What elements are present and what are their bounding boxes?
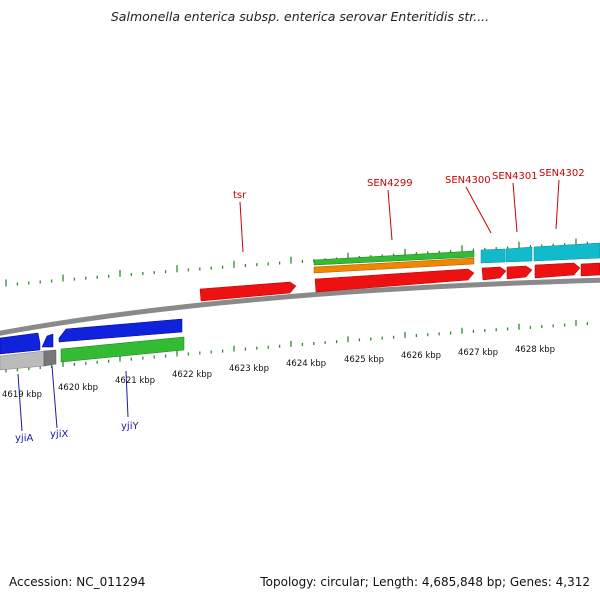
leader-yjia [17,373,23,432]
forward-features [199,242,600,302]
gene-gray-feature[interactable] [0,350,45,371]
leader-sen4299 [387,189,393,241]
gene-sen4301[interactable] [506,265,533,280]
leader-sen4302 [555,179,560,230]
gene-label[interactable]: yjiX [50,429,68,440]
gene-blue-yjiY[interactable] [58,318,183,343]
gene-tsr[interactable] [199,281,297,302]
leader-tsr [239,201,244,253]
gene-sen4302[interactable] [534,262,581,279]
gene-cyan-2[interactable] [505,246,533,263]
genome-summary-text: Topology: circular; Length: 4,685,848 bp… [260,575,590,589]
gene-green-feature[interactable] [313,250,475,266]
position-label: 4623 kbp [229,364,269,374]
position-label: 4624 kbp [286,359,326,369]
gene-label[interactable]: tsr [233,190,247,201]
gene-label[interactable]: SEN4302 [539,168,585,179]
gene-label[interactable]: SEN4300 [445,175,491,186]
genome-backbone [0,277,600,336]
position-label: 4627 kbp [458,348,498,358]
position-label: 4628 kbp [515,345,555,355]
leader-sen4301 [512,182,518,233]
leader-sen4300 [465,186,492,234]
gene-blue-yjiX[interactable] [41,333,54,348]
position-labels: 4619 kbp 4620 kbp 4621 kbp 4622 kbp 4623… [2,345,555,400]
position-label: 4622 kbp [172,370,212,380]
gene-label[interactable]: yjiY [121,421,139,432]
position-label: 4620 kbp [58,383,98,393]
gene-sen4300[interactable] [481,266,507,281]
accession-text: Accession: NC_011294 [9,575,146,589]
outer-tick-row [5,238,589,287]
position-label: 4619 kbp [2,390,42,400]
gene-label[interactable]: SEN4299 [367,178,413,189]
gene-blue-yjiA[interactable] [0,332,41,355]
leader-yjix [51,365,58,429]
gene-darkgray-feature[interactable] [43,349,57,367]
gene-cyan-1[interactable] [480,248,506,264]
gene-cyan-3[interactable] [533,242,600,262]
label-leaders [17,179,560,432]
position-label: 4621 kbp [115,376,155,386]
map-title: Salmonella enterica subsp. enterica sero… [110,9,490,24]
leader-yjiy [125,370,129,418]
inner-tick-row [5,319,589,373]
position-label: 4625 kbp [344,355,384,365]
reverse-features [0,318,185,371]
gene-label[interactable]: yjiA [15,433,33,444]
gene-red-edge[interactable] [580,262,600,277]
gene-label[interactable]: SEN4301 [492,171,538,182]
gene-green-reverse[interactable] [60,336,185,363]
gene-sen4299[interactable] [314,268,475,293]
gene-orange-feature[interactable] [313,257,475,274]
position-label: 4626 kbp [401,351,441,361]
gene-labels: tsr SEN4299 SEN4300 SEN4301 SEN4302 yjiA… [15,168,585,444]
